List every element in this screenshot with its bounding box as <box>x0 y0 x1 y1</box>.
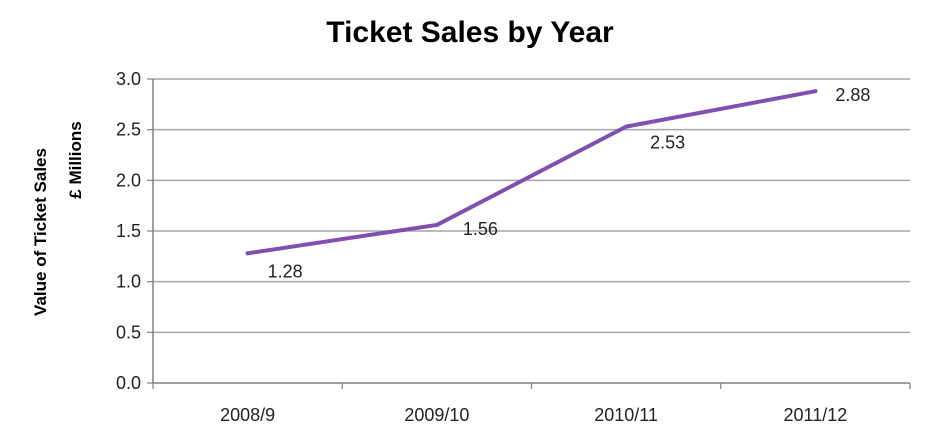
data-point <box>434 222 439 227</box>
data-label: 1.56 <box>463 219 498 239</box>
data-labels: 1.28 1.56 2.53 2.88 <box>268 85 871 281</box>
data-point <box>813 89 818 94</box>
data-label: 2.88 <box>835 85 870 105</box>
y-tick-label: 2.0 <box>116 170 141 190</box>
axes: 0.0 0.5 1.0 1.5 2.0 2.5 3.0 2008/9 2009/10 2010/1… <box>116 69 911 425</box>
gridlines <box>153 78 910 334</box>
y-tick-label: 3.0 <box>116 69 141 89</box>
y-tick-label: 0.5 <box>116 322 141 342</box>
x-tick-label: 2011/12 <box>784 405 848 425</box>
y-tick-label: 1.5 <box>116 221 141 241</box>
chart-title: Ticket Sales by Year <box>326 16 614 49</box>
y-axis-unit-label: £ Millions <box>66 121 85 198</box>
x-tick-label: 2009/10 <box>404 405 469 425</box>
data-point <box>624 124 629 129</box>
x-tick-label: 2010/11 <box>594 405 658 425</box>
x-tick-label: 2008/9 <box>220 405 275 425</box>
series-line <box>245 89 818 256</box>
y-tick-label: 1.0 <box>116 272 141 292</box>
data-label: 2.53 <box>650 133 685 153</box>
data-label: 1.28 <box>268 261 303 281</box>
y-tick-label: 0.0 <box>116 373 141 393</box>
y-axis-label: Value of Ticket Sales <box>31 148 50 316</box>
data-point <box>245 251 250 256</box>
y-tick-label: 2.5 <box>116 120 141 140</box>
series-layer <box>245 89 818 256</box>
